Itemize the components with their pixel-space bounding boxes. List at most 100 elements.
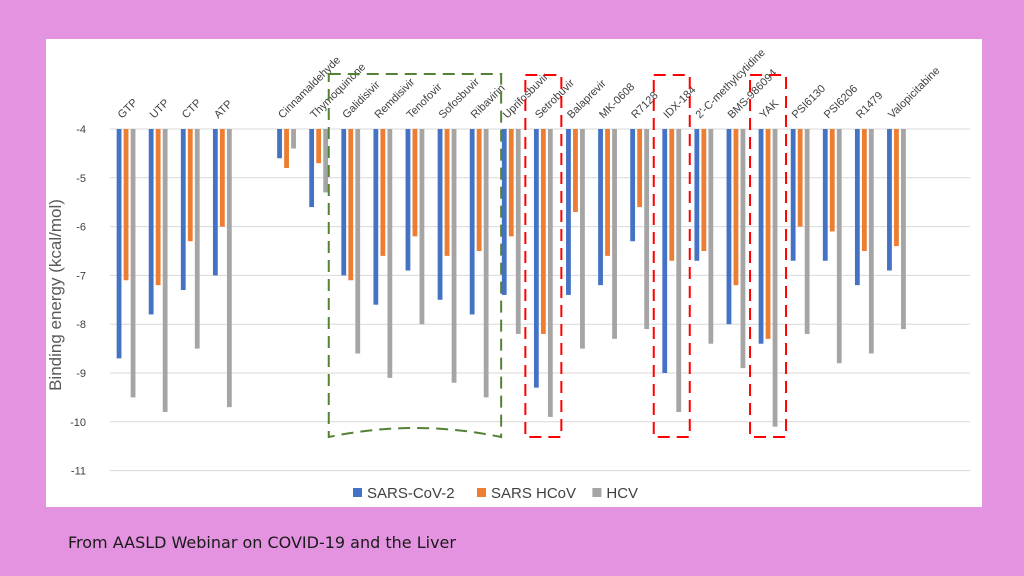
category-label: GTP xyxy=(116,97,140,121)
hcv-bar xyxy=(547,129,553,417)
hcv-bar xyxy=(194,129,200,349)
sars-cov2-bar xyxy=(373,129,379,305)
sars-hcov-bar xyxy=(508,129,514,237)
hcv-bar xyxy=(483,129,489,398)
sars-hcov-bar xyxy=(540,129,546,334)
hcv-bar xyxy=(644,129,650,330)
sars-hcov-bar xyxy=(380,129,386,256)
category-label: YAK xyxy=(758,97,782,121)
hcv-bar xyxy=(708,129,714,344)
legend-label: SARS-CoV-2 xyxy=(367,485,455,502)
hcv-bar xyxy=(387,129,393,378)
hcv-bar xyxy=(419,129,425,325)
legend-label: SARS HCoV xyxy=(491,485,576,502)
sars-cov2-bar xyxy=(180,129,186,291)
y-tick-label: -4 xyxy=(76,124,86,136)
sars-cov2-bar xyxy=(501,129,507,295)
hcv-bar xyxy=(226,129,232,408)
sars-cov2-bar xyxy=(341,129,347,276)
binding-energy-chart: -4 -5 -6 -7 -8 -9 -10 -11 Binding energy (kcal/m… xyxy=(46,47,970,502)
sars-hcov-bar xyxy=(123,129,129,281)
sars-cov2-bar xyxy=(630,129,636,242)
sars-hcov-bar xyxy=(219,129,225,227)
sars-cov2-bar xyxy=(887,129,892,271)
hcv-bar xyxy=(772,129,778,427)
category-label: PSI6206 xyxy=(822,83,860,121)
hcv-bar xyxy=(515,129,521,334)
sars-hcov-bar xyxy=(348,129,354,281)
category-label: CTP xyxy=(180,97,204,121)
sars-cov2-bar xyxy=(533,129,539,388)
category-label: IDX-184 xyxy=(661,84,698,121)
hcv-bar xyxy=(291,129,296,149)
hcv-bar xyxy=(868,129,874,354)
chart-panel: -4 -5 -6 -7 -8 -9 -10 -11 Binding energy (kcal/m… xyxy=(46,39,982,507)
y-axis-title: Binding energy (kcal/mol) xyxy=(46,199,65,391)
hcv-bar xyxy=(130,129,136,398)
sars-cov2-bar xyxy=(148,129,154,315)
sars-hcov-bar xyxy=(155,129,161,286)
sars-cov2-bar xyxy=(277,129,282,159)
caption: From AASLD Webinar on COVID-19 and the L… xyxy=(68,533,456,552)
category-label: UTP xyxy=(148,97,172,121)
red-dashed-box xyxy=(749,74,788,438)
category-label: R1479 xyxy=(854,90,885,121)
category-label: R7128 xyxy=(629,90,660,121)
sars-hcov-bar xyxy=(605,129,610,256)
y-tick-label: -10 xyxy=(70,417,86,429)
sars-cov2-bar xyxy=(598,129,603,286)
hcv-bar xyxy=(612,129,617,339)
sars-cov2-bar xyxy=(405,129,411,271)
legend-swatch xyxy=(353,488,362,497)
legend-swatch xyxy=(477,488,486,497)
sars-hcov-bar xyxy=(765,129,771,339)
legend-label: HCV xyxy=(606,485,638,502)
sars-cov2-bar xyxy=(726,129,732,325)
hcv-bar xyxy=(162,129,168,413)
sars-cov2-bar xyxy=(758,129,764,344)
sars-hcov-bar xyxy=(412,129,418,237)
sars-cov2-bar xyxy=(116,129,122,359)
category-label: ATP xyxy=(212,98,235,121)
sars-hcov-bar xyxy=(701,129,707,251)
sars-hcov-bar xyxy=(476,129,482,251)
hcv-bar xyxy=(355,129,361,354)
sars-cov2-bar xyxy=(662,129,668,373)
red-dashed-box xyxy=(524,74,563,438)
category-label: Valopicitabine xyxy=(886,65,942,121)
category-label: PSI6130 xyxy=(790,83,828,121)
hcv-bar xyxy=(451,129,457,383)
sars-cov2-bar xyxy=(694,129,700,261)
green-dashed-box xyxy=(327,73,503,439)
hcv-bar xyxy=(901,129,906,330)
sars-cov2-bar xyxy=(212,129,218,276)
sars-hcov-bar xyxy=(797,129,803,227)
y-tick-label: -11 xyxy=(71,466,86,478)
sars-hcov-bar xyxy=(444,129,450,256)
sars-hcov-bar xyxy=(187,129,193,242)
legend-swatch xyxy=(592,488,602,497)
sars-cov2-bar xyxy=(469,129,475,315)
sars-hcov-bar xyxy=(861,129,867,251)
sars-hcov-bar xyxy=(316,129,322,164)
sars-cov2-bar xyxy=(854,129,860,286)
sars-cov2-bar xyxy=(309,129,315,208)
sars-hcov-bar xyxy=(284,129,289,169)
sars-hcov-bar xyxy=(894,129,899,247)
y-tick-label: -7 xyxy=(76,270,86,282)
y-tick-label: -5 xyxy=(76,173,86,185)
sars-hcov-bar xyxy=(829,129,835,232)
hcv-bar xyxy=(836,129,842,364)
sars-hcov-bar xyxy=(637,129,643,208)
hcv-bar xyxy=(323,129,329,193)
hcv-bar xyxy=(676,129,682,413)
sars-hcov-bar xyxy=(733,129,739,286)
sars-cov2-bar xyxy=(437,129,443,300)
sars-cov2-bar xyxy=(566,129,571,295)
sars-hcov-bar xyxy=(573,129,578,212)
sars-hcov-bar xyxy=(669,129,675,261)
y-tick-label: -6 xyxy=(76,222,86,234)
red-dashed-box xyxy=(652,74,691,438)
hcv-bar xyxy=(740,129,746,369)
hcv-bar xyxy=(580,129,585,349)
